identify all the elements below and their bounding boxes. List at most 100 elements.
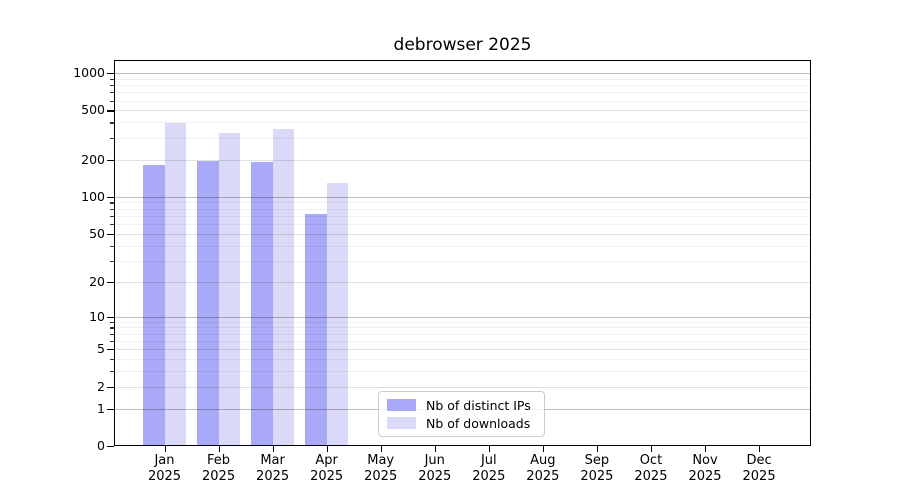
y-tick-mark [107, 73, 114, 75]
gridline-100 [114, 196, 811, 198]
x-tick-mark [759, 446, 761, 452]
minor-gridline [114, 327, 811, 329]
minor-gridline [114, 359, 811, 361]
month-label: Feb [207, 453, 231, 468]
year-label: 2025 [688, 469, 722, 484]
y-tick-mark [107, 316, 114, 318]
bar-mar-downloads [272, 128, 295, 446]
gridline-20 [114, 281, 811, 283]
y-tick-mark [107, 196, 114, 199]
y-minor-tick-mark [110, 202, 114, 204]
y-tick-mark [107, 159, 114, 161]
x-tick-label-nov: Nov 2025 [675, 453, 735, 485]
legend-swatch [387, 417, 416, 429]
y-minor-tick-mark [110, 371, 114, 373]
year-label: 2025 [147, 469, 182, 484]
x-tick-mark [164, 446, 166, 452]
bar-feb-downloads [218, 132, 241, 446]
minor-gridline [114, 85, 811, 87]
legend-swatch [387, 399, 416, 411]
minor-gridline [114, 321, 811, 323]
y-minor-tick-mark [110, 100, 114, 102]
month-label: May [367, 453, 395, 468]
gridline-5 [114, 349, 811, 351]
x-tick-mark [596, 446, 599, 452]
legend-label: Nb of distinct IPs [426, 397, 531, 413]
y-tick-mark [107, 386, 114, 388]
gridline-10 [114, 316, 811, 318]
y-tick-label: 1 [97, 400, 105, 416]
x-tick-label-oct: Oct 2025 [621, 453, 681, 485]
y-tick-label: 1000 [73, 65, 105, 81]
gridline-2 [114, 386, 811, 388]
year-label: 2025 [310, 469, 344, 484]
x-tick-label-may: May 2025 [351, 453, 411, 485]
month-label: Jun [424, 453, 445, 468]
y-minor-tick-mark [110, 122, 114, 124]
minor-gridline [114, 340, 811, 342]
y-minor-tick-mark [110, 321, 114, 323]
month-label: Dec [746, 453, 772, 468]
x-tick-label-feb: Feb 2025 [189, 453, 249, 485]
year-label: 2025 [472, 469, 506, 484]
minor-gridline [114, 245, 811, 247]
legend-item: Nb of distinct IPs [387, 398, 536, 413]
month-label: Jul [480, 453, 497, 468]
minor-gridline [114, 202, 811, 204]
y-minor-tick-mark [110, 78, 114, 80]
gridline-200 [114, 159, 811, 161]
y-tick-label: 2 [97, 378, 105, 394]
minor-gridline [114, 100, 811, 102]
bar-jan-ips [143, 165, 165, 446]
minor-gridline [114, 78, 811, 80]
y-minor-tick-mark [110, 137, 114, 140]
x-tick-mark [380, 446, 382, 452]
month-label: Sep [584, 453, 610, 468]
plot-border [114, 60, 811, 446]
month-label: Nov [692, 453, 718, 468]
gridline-1000 [114, 73, 811, 75]
y-tick-mark [107, 446, 114, 448]
y-tick-mark [107, 408, 114, 410]
y-minor-tick-mark [110, 245, 114, 247]
minor-gridline [114, 92, 811, 94]
y-minor-tick-mark [110, 208, 114, 210]
x-tick-label-jun: Jun 2025 [405, 453, 465, 485]
x-tick-label-mar: Mar 2025 [243, 453, 303, 485]
y-minor-tick-mark [110, 340, 114, 343]
gridline-50 [114, 233, 811, 235]
month-label: Jan [154, 453, 175, 468]
year-label: 2025 [202, 469, 236, 484]
minor-gridline [114, 122, 811, 124]
y-tick-label: 200 [81, 151, 105, 167]
legend: Nb of distinct IPs Nb of downloads [378, 391, 545, 437]
y-tick-mark [107, 110, 114, 112]
y-tick-label: 100 [81, 188, 105, 204]
x-tick-mark [650, 446, 653, 452]
month-label: Mar [260, 453, 285, 468]
bar-apr-downloads [326, 182, 349, 446]
bar-jan-downloads [164, 123, 186, 446]
y-tick-label: 5 [97, 341, 105, 357]
y-minor-tick-mark [110, 359, 114, 361]
y-minor-tick-mark [110, 92, 114, 94]
x-tick-label-dec: Dec 2025 [729, 453, 789, 485]
bar-feb-ips [197, 161, 219, 446]
minor-gridline [114, 208, 811, 210]
y-minor-tick-mark [110, 333, 114, 335]
x-tick-label-aug: Aug 2025 [513, 453, 573, 485]
minor-gridline [114, 224, 811, 226]
year-label: 2025 [634, 469, 668, 484]
y-tick-label: 500 [81, 102, 105, 118]
y-tick-label: 0 [97, 438, 105, 453]
x-tick-mark [705, 446, 707, 452]
year-label: 2025 [526, 469, 560, 484]
x-tick-label-apr: Apr 2025 [297, 453, 357, 485]
x-tick-mark [488, 446, 490, 452]
minor-gridline [114, 333, 811, 335]
x-tick-mark [434, 446, 436, 452]
x-tick-mark [326, 446, 328, 452]
